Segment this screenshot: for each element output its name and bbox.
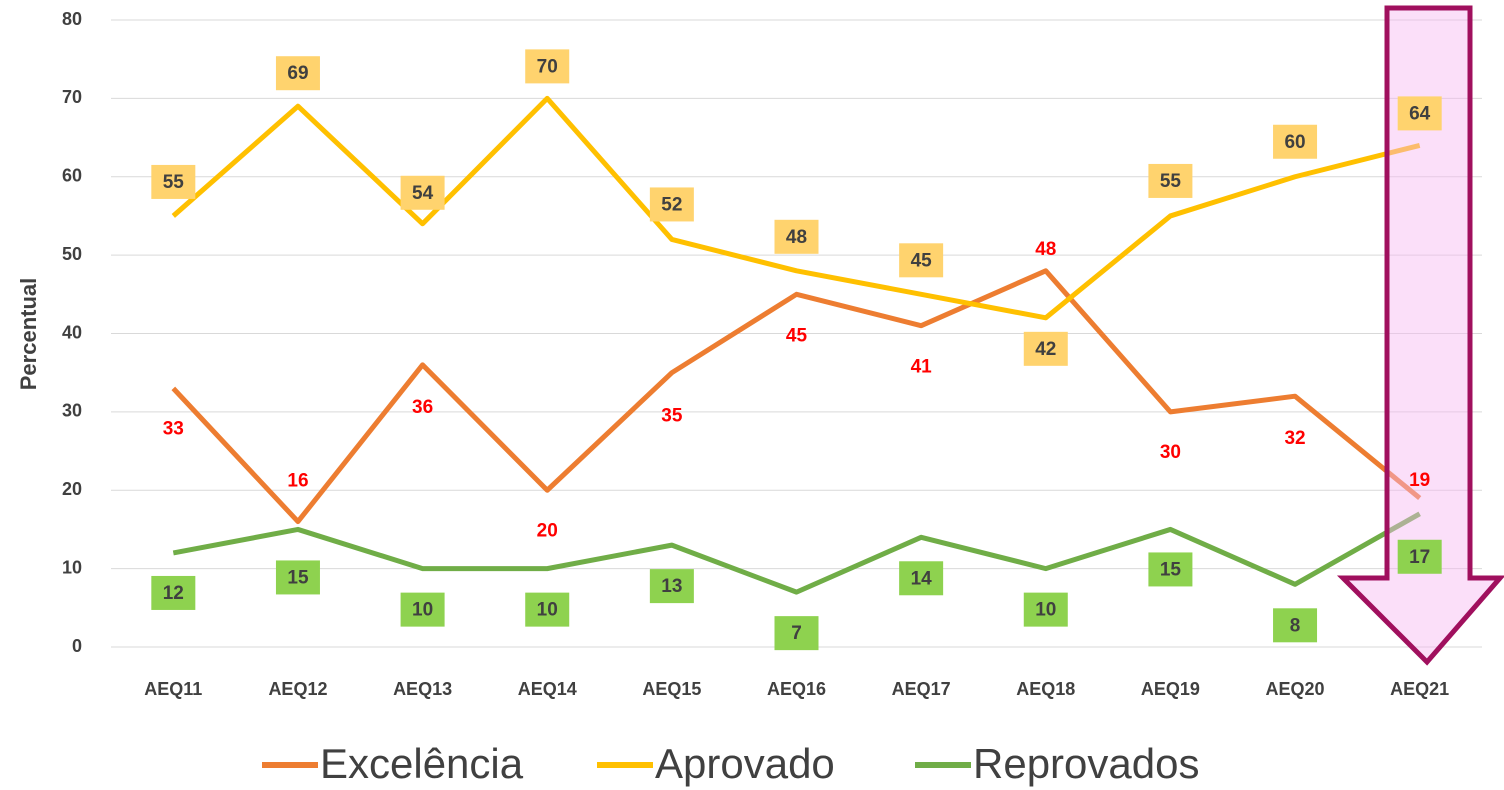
data-label: 36 xyxy=(412,397,433,418)
data-label: 52 xyxy=(661,194,682,215)
y-tick-label: 20 xyxy=(62,479,82,499)
x-tick-label: AEQ19 xyxy=(1141,679,1200,699)
data-label: 55 xyxy=(1160,171,1182,192)
x-tick-label: AEQ15 xyxy=(642,679,701,699)
data-label-box xyxy=(400,175,445,210)
legend-label: Reprovados xyxy=(973,740,1199,787)
data-label: 70 xyxy=(537,56,558,77)
x-tick-label: AEQ12 xyxy=(268,679,327,699)
x-tick-label: AEQ16 xyxy=(767,679,826,699)
x-tick-label: AEQ21 xyxy=(1390,679,1449,699)
line-1 xyxy=(171,95,1421,321)
data-label: 42 xyxy=(1035,339,1056,360)
data-label: 8 xyxy=(1290,615,1301,636)
data-label-box xyxy=(649,187,694,222)
data-label: 15 xyxy=(1160,559,1182,580)
data-label-box xyxy=(275,560,320,595)
data-label-box xyxy=(1273,608,1318,643)
data-label-box xyxy=(1397,96,1442,131)
data-label: 10 xyxy=(537,600,558,621)
data-label: 15 xyxy=(287,567,309,588)
data-label: 54 xyxy=(412,183,434,204)
legend-label: Aprovado xyxy=(655,740,835,787)
data-label-box xyxy=(151,164,196,199)
y-tick-label: 40 xyxy=(62,322,82,342)
data-label: 19 xyxy=(1409,470,1430,491)
data-label-box xyxy=(1397,539,1442,574)
line-0 xyxy=(171,268,1422,525)
data-label: 7 xyxy=(791,623,802,644)
legend-label: Excelência xyxy=(320,740,524,787)
highlight-arrow xyxy=(1336,5,1504,666)
y-tick-label: 70 xyxy=(62,87,82,107)
data-label-box xyxy=(525,592,570,627)
data-label-box xyxy=(1148,163,1193,198)
data-label-box xyxy=(1148,552,1193,587)
y-tick-label: 30 xyxy=(62,401,82,421)
data-label: 55 xyxy=(163,172,185,193)
data-label: 20 xyxy=(537,520,558,541)
data-label-box xyxy=(400,592,445,627)
data-label-box xyxy=(1273,124,1318,159)
data-label: 64 xyxy=(1409,103,1431,124)
data-label: 30 xyxy=(1160,442,1181,463)
data-label-box xyxy=(151,575,196,610)
y-tick-label: 60 xyxy=(62,166,82,186)
data-label-box xyxy=(275,56,320,91)
data-label: 45 xyxy=(786,325,808,346)
data-label: 13 xyxy=(661,576,682,597)
data-label: 48 xyxy=(1035,239,1056,260)
data-label: 12 xyxy=(163,583,184,604)
x-tick-label: AEQ17 xyxy=(892,679,951,699)
x-tick-label: AEQ20 xyxy=(1266,679,1325,699)
y-axis-label: Percentual xyxy=(16,278,41,391)
y-tick-label: 10 xyxy=(62,557,82,577)
data-label: 48 xyxy=(786,227,807,248)
y-tick-label: 80 xyxy=(62,9,82,29)
data-label: 10 xyxy=(1035,600,1056,621)
x-tick-label: AEQ18 xyxy=(1016,679,1075,699)
data-label: 45 xyxy=(911,250,933,271)
data-label: 32 xyxy=(1284,428,1305,449)
y-tick-label: 50 xyxy=(62,244,82,264)
data-label: 14 xyxy=(911,568,933,589)
x-tick-label: AEQ14 xyxy=(518,679,577,699)
x-tick-label: AEQ11 xyxy=(144,679,202,699)
data-label-box xyxy=(1023,331,1068,366)
data-label: 17 xyxy=(1409,547,1430,568)
data-label-box xyxy=(899,243,944,278)
data-label: 35 xyxy=(661,406,683,427)
data-label-box xyxy=(899,561,944,596)
data-label: 10 xyxy=(412,600,433,621)
data-label-box xyxy=(774,219,819,254)
data-label: 60 xyxy=(1284,132,1305,153)
data-label-box xyxy=(525,49,570,84)
line-2 xyxy=(172,511,1421,595)
data-label-box xyxy=(774,616,819,651)
data-label: 41 xyxy=(911,357,933,378)
data-label: 16 xyxy=(287,471,308,492)
x-tick-label: AEQ13 xyxy=(393,679,452,699)
data-label-box xyxy=(1023,592,1068,627)
data-label: 33 xyxy=(163,418,184,439)
data-label: 69 xyxy=(287,63,308,84)
y-tick-label: 0 xyxy=(72,636,82,656)
data-label-box xyxy=(649,569,694,604)
